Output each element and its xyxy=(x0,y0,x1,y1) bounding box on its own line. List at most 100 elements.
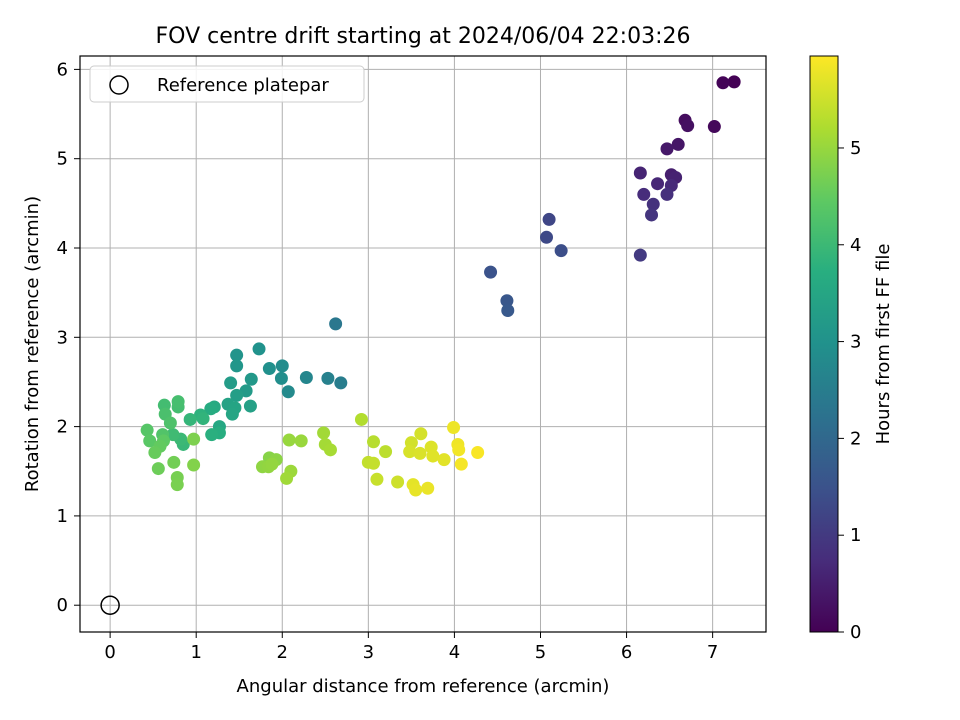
data-point xyxy=(414,427,428,441)
data-point xyxy=(413,446,427,460)
data-point xyxy=(660,142,674,156)
data-point xyxy=(323,443,337,457)
x-tick-label: 1 xyxy=(190,642,201,663)
data-point xyxy=(230,348,244,362)
data-point xyxy=(204,402,218,416)
x-tick-label: 5 xyxy=(535,642,546,663)
legend-box xyxy=(89,65,365,103)
colorbar-tick-label: 2 xyxy=(850,428,861,449)
data-point xyxy=(452,443,466,457)
y-tick-label: 6 xyxy=(57,59,68,80)
data-point xyxy=(274,371,288,385)
colorbar: 0 1 2 3 4 5 Hours from first FF file xyxy=(809,55,894,643)
legend-marker xyxy=(109,75,129,95)
x-tick-label: 4 xyxy=(449,642,460,663)
data-point xyxy=(633,166,647,180)
y-axis-label: Rotation from reference (arcmin) xyxy=(22,196,43,492)
colorbar-tick-label: 3 xyxy=(850,332,861,353)
plot-frame xyxy=(79,55,767,633)
data-point xyxy=(354,412,368,426)
data-point xyxy=(409,483,423,497)
data-point xyxy=(454,457,468,471)
legend-label: Reference platepar xyxy=(157,75,329,96)
data-point xyxy=(230,359,244,373)
data-point xyxy=(148,446,162,460)
x-tick-label: 3 xyxy=(363,642,374,663)
data-point xyxy=(681,119,695,133)
data-point xyxy=(170,478,184,492)
data-point xyxy=(437,453,451,467)
data-point xyxy=(447,420,461,434)
y-axis-ticks: 0 1 2 3 4 5 6 xyxy=(57,59,80,616)
data-point xyxy=(501,304,515,318)
data-point xyxy=(471,446,485,460)
data-point xyxy=(171,395,185,409)
data-point xyxy=(167,455,181,469)
y-tick-label: 1 xyxy=(57,506,68,527)
data-point xyxy=(225,407,239,421)
data-point xyxy=(554,244,568,258)
data-point xyxy=(540,230,554,244)
x-tick-label: 7 xyxy=(707,642,718,663)
data-point xyxy=(262,362,276,376)
data-point xyxy=(334,376,348,390)
data-point xyxy=(187,432,201,446)
data-point xyxy=(716,76,730,90)
data-point xyxy=(205,428,219,442)
x-axis-ticks: 0 1 2 3 4 5 6 7 xyxy=(104,632,718,663)
data-point xyxy=(671,137,685,151)
data-point xyxy=(281,385,295,399)
x-tick-label: 0 xyxy=(104,642,115,663)
x-tick-label: 2 xyxy=(277,642,288,663)
data-point xyxy=(421,481,435,495)
colorbar-tick-label: 0 xyxy=(850,622,861,643)
data-point xyxy=(500,294,514,308)
data-point xyxy=(294,434,308,448)
data-point xyxy=(707,120,721,134)
data-point xyxy=(329,317,343,331)
legend: Reference platepar xyxy=(89,65,365,103)
data-point xyxy=(224,376,238,390)
y-tick-label: 5 xyxy=(57,149,68,170)
data-point xyxy=(280,471,294,485)
data-point xyxy=(727,75,741,89)
data-point xyxy=(244,372,258,386)
data-point xyxy=(252,342,266,356)
data-point xyxy=(646,197,660,211)
data-point xyxy=(403,445,417,459)
data-point xyxy=(426,449,440,463)
data-point xyxy=(299,370,313,384)
data-point xyxy=(230,388,244,402)
data-point xyxy=(542,212,556,226)
data-point xyxy=(321,371,335,385)
colorbar-gradient xyxy=(809,55,839,633)
colorbar-tick-label: 1 xyxy=(850,525,861,546)
colorbar-label: Hours from first FF file xyxy=(873,244,894,445)
data-point xyxy=(196,412,210,426)
data-points xyxy=(140,75,741,497)
data-point xyxy=(143,434,157,448)
data-point xyxy=(183,412,197,426)
data-point xyxy=(391,475,405,489)
data-point xyxy=(317,426,331,440)
data-point xyxy=(140,423,154,437)
grid xyxy=(80,56,766,632)
data-point xyxy=(370,472,384,486)
x-tick-label: 6 xyxy=(621,642,632,663)
data-point xyxy=(637,187,651,201)
data-point xyxy=(275,359,289,373)
data-point xyxy=(633,248,647,262)
colorbar-tick-label: 5 xyxy=(850,138,861,159)
y-tick-label: 0 xyxy=(57,595,68,616)
y-tick-label: 4 xyxy=(57,238,68,259)
y-tick-label: 3 xyxy=(57,327,68,348)
data-point xyxy=(282,433,296,447)
data-point xyxy=(367,435,381,449)
data-point xyxy=(379,445,393,459)
x-axis-label: Angular distance from reference (arcmin) xyxy=(237,676,610,697)
colorbar-ticks: 0 1 2 3 4 5 xyxy=(838,138,861,643)
data-point xyxy=(367,456,381,470)
data-point xyxy=(645,208,659,222)
data-point xyxy=(151,462,165,476)
